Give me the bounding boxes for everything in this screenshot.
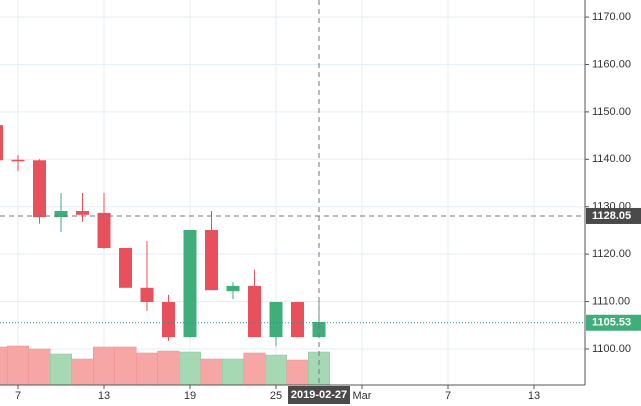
- crosshair-x-label: 2019-02-27: [291, 389, 347, 401]
- last-price-label: 1105.53: [592, 317, 631, 329]
- candle-body: [11, 159, 25, 162]
- candle-body: [162, 302, 175, 338]
- candle-body: [76, 210, 89, 215]
- y-tick-label: 1140.00: [592, 153, 631, 165]
- y-tick-label: 1100.00: [592, 343, 631, 355]
- candle-body: [205, 229, 218, 291]
- volume-bar: [200, 358, 223, 386]
- x-tick-label: 7: [15, 390, 21, 402]
- volume-bar: [222, 358, 244, 386]
- y-tick-label: 1160.00: [592, 58, 631, 70]
- volume-bar: [50, 353, 72, 386]
- x-tick-label: 13: [528, 390, 540, 402]
- candle-body: [291, 302, 304, 338]
- volume-bar: [71, 358, 94, 386]
- candle-body: [226, 285, 240, 292]
- candle-body: [54, 210, 68, 218]
- volume-bar: [243, 352, 266, 386]
- candle-body: [119, 247, 132, 288]
- y-tick-label: 1150.00: [592, 106, 631, 118]
- volume-bar: [0, 346, 8, 386]
- volume-bar: [28, 348, 51, 386]
- candle-body: [312, 321, 326, 338]
- volume-bar: [286, 359, 309, 386]
- candle-body: [140, 287, 154, 303]
- x-tick-label: 25: [270, 390, 282, 402]
- volume-bar: [114, 346, 137, 386]
- candle-body: [269, 302, 283, 338]
- volume-bar: [136, 352, 158, 386]
- volume-bar: [93, 346, 115, 386]
- candle-body: [183, 229, 197, 338]
- crosshair-y-box: [586, 207, 641, 224]
- last-price-box: [586, 314, 641, 331]
- x-tick-label: 13: [98, 390, 110, 402]
- candle-body: [0, 125, 3, 161]
- candle-body: [248, 285, 261, 338]
- y-tick-label: 1170.00: [592, 11, 631, 23]
- y-tick-label: 1110.00: [592, 295, 630, 307]
- x-tick-label: 7: [445, 390, 451, 402]
- crosshair-y-label: 1128.05: [592, 210, 631, 222]
- candle-body: [33, 160, 46, 218]
- volume-bar: [179, 351, 201, 386]
- volume-bar: [265, 354, 287, 386]
- candle-body: [97, 212, 111, 248]
- x-tick-label: Mar: [353, 390, 372, 402]
- x-tick-label: 19: [184, 390, 196, 402]
- y-tick-label: 1120.00: [592, 248, 631, 260]
- volume-bar: [157, 350, 180, 386]
- crosshair-x-box: [288, 386, 350, 404]
- volume-bar: [7, 345, 29, 386]
